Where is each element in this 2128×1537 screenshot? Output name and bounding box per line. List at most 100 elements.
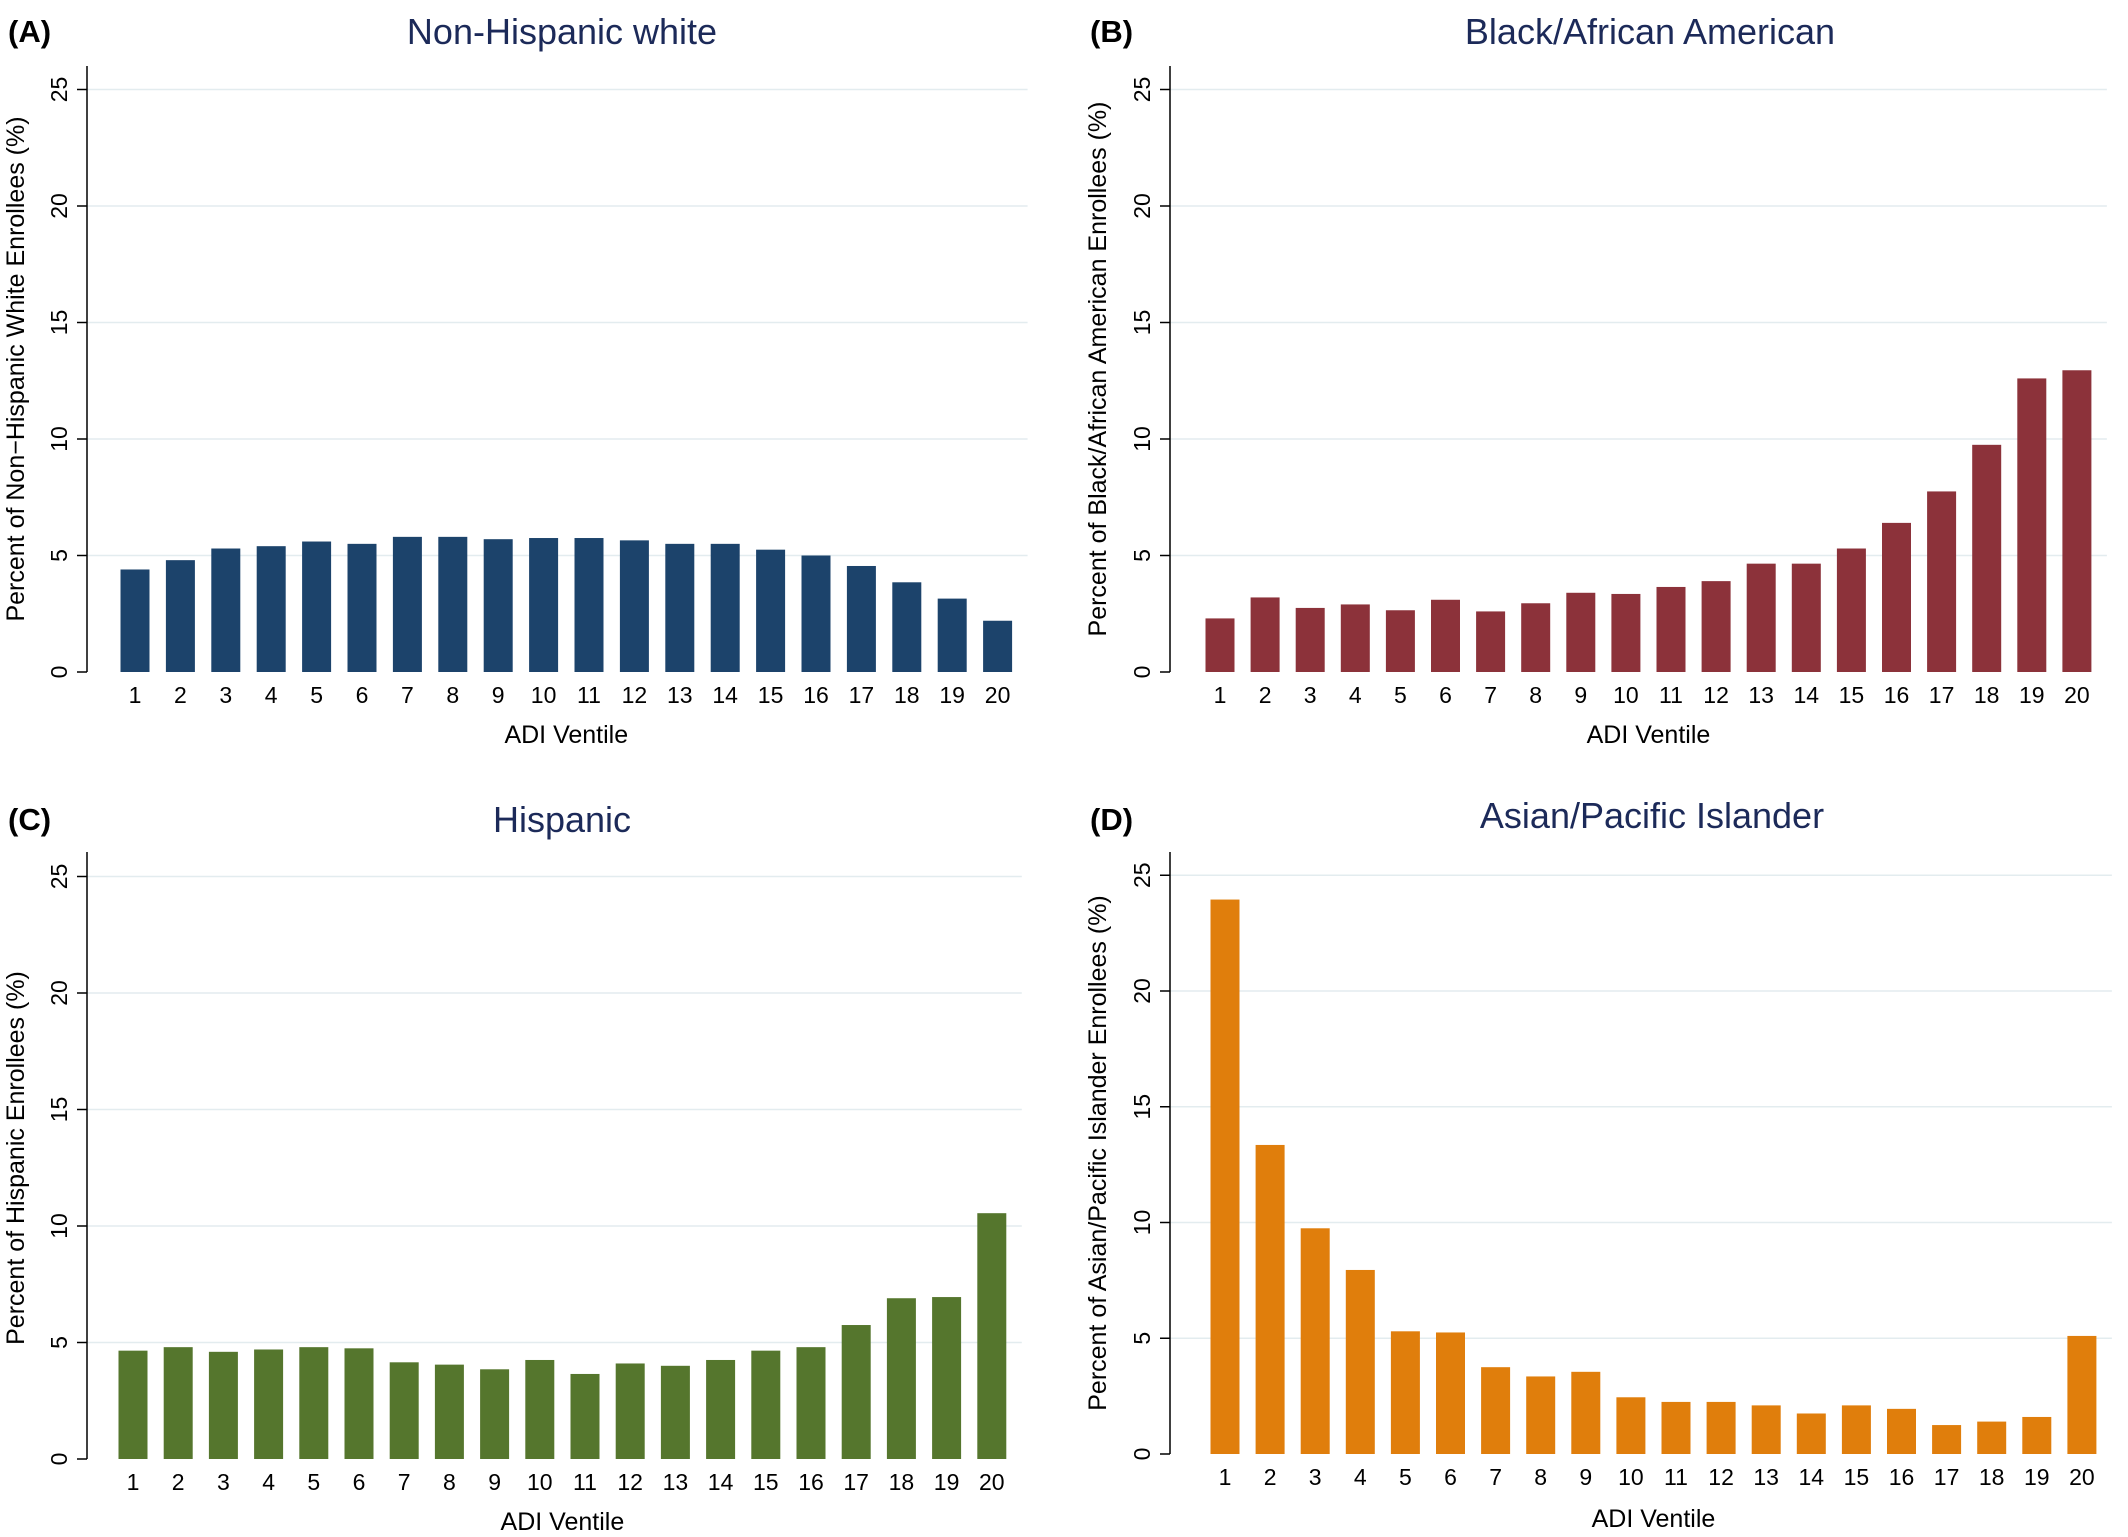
panel-2-bar-2 <box>1250 597 1280 672</box>
panel-2-bar-5 <box>1385 610 1415 672</box>
panel-3-bar-20 <box>977 1213 1007 1459</box>
panel-4-x-tick-label-1: 1 <box>1219 1464 1232 1490</box>
panel-2-x-tick-label-5: 5 <box>1394 682 1407 708</box>
panel-3-bar-9 <box>480 1369 510 1459</box>
panel-4-bar-3 <box>1300 1228 1330 1454</box>
panel-4-x-tick-label-10: 10 <box>1618 1464 1644 1490</box>
panel-3-bar-2 <box>163 1347 193 1459</box>
panel-1-bar-11 <box>574 538 604 672</box>
panel-2-bar-4 <box>1340 604 1370 672</box>
panel-2-bar-12 <box>1701 581 1731 672</box>
panel-1-title: Non-Hispanic white <box>407 11 717 52</box>
panel-2-bar-11 <box>1656 586 1686 672</box>
panel-3-x-tick-label-11: 11 <box>573 1469 597 1495</box>
panel-4-x-tick-label-3: 3 <box>1309 1464 1322 1490</box>
panel-3-x-tick-label-8: 8 <box>443 1469 456 1495</box>
panel-1-x-tick-label-20: 20 <box>985 682 1011 708</box>
panel-1-bar-10 <box>529 538 559 672</box>
panel-3-bar-11 <box>570 1373 600 1459</box>
panel-1-x-tick-label-11: 11 <box>577 682 601 708</box>
panel-1-x-tick-label-15: 15 <box>758 682 784 708</box>
panel-2-x-tick-label-4: 4 <box>1349 682 1362 708</box>
panel-2-x-tick-label-16: 16 <box>1884 682 1910 708</box>
panel-1-bar-6 <box>347 543 377 672</box>
panel-2-y-axis-title: Percent of Black/African American Enroll… <box>1084 102 1112 637</box>
panel-4-x-tick-label-19: 19 <box>2024 1464 2050 1490</box>
panel-1-y-tick-label-2: 10 <box>46 426 72 452</box>
panel-1-bar-5 <box>302 541 332 672</box>
panel-1-x-tick-label-5: 5 <box>310 682 323 708</box>
panel-3-bar-16 <box>796 1347 826 1459</box>
panel-4-x-tick-label-2: 2 <box>1264 1464 1277 1490</box>
panel-4-bar-6 <box>1436 1332 1465 1454</box>
panel-2-x-tick-label-3: 3 <box>1304 682 1317 708</box>
panel-2-x-tick-label-2: 2 <box>1259 682 1272 708</box>
panel-2-bar-9 <box>1566 592 1596 672</box>
panel-3-bar-19 <box>932 1297 962 1459</box>
panel-2-bar-19 <box>2017 378 2047 672</box>
panel-3-y-tick-label-5: 25 <box>46 864 72 890</box>
panel-3-x-tick-label-1: 1 <box>127 1469 140 1495</box>
panel-2-x-tick-label-8: 8 <box>1529 682 1542 708</box>
panel-2-x-tick-label-12: 12 <box>1703 682 1729 708</box>
panel-4-y-tick-label-5: 25 <box>1129 862 1155 888</box>
panel-3-y-axis-title: Percent of Hispanic Enrollees (%) <box>2 971 30 1345</box>
panel-1-bar-17 <box>846 565 876 672</box>
panel-4-y-axis-title: Percent of Asian/Pacific Islander Enroll… <box>1084 895 1112 1411</box>
panel-1-x-tick-label-18: 18 <box>894 682 920 708</box>
panel-3-y-tick-label-4: 20 <box>46 980 72 1006</box>
panel-3-x-axis-title: ADI Ventile <box>501 1508 625 1536</box>
panel-1-bar-4 <box>256 546 286 672</box>
panel-1-bar-18 <box>892 582 922 672</box>
panel-3-bar-15 <box>751 1350 781 1459</box>
panel-2-bar-1 <box>1205 618 1235 672</box>
panel-1-x-tick-label-14: 14 <box>712 682 738 708</box>
panel-4-bar-7 <box>1481 1367 1511 1454</box>
panel-3-x-tick-label-12: 12 <box>617 1469 643 1495</box>
panel-3-x-tick-label-15: 15 <box>753 1469 779 1495</box>
panel-4-bar-18 <box>1977 1421 2007 1454</box>
panel-3-bar-7 <box>389 1362 419 1459</box>
panel-1-x-tick-label-19: 19 <box>939 682 965 708</box>
panel-3-bar-14 <box>706 1359 736 1459</box>
panel-3-y-tick-label-2: 10 <box>46 1213 72 1239</box>
panel-3-bar-6 <box>344 1348 374 1459</box>
panel-3-x-tick-label-6: 6 <box>353 1469 366 1495</box>
panel-4-x-tick-label-11: 11 <box>1664 1464 1688 1490</box>
panel-2-x-tick-label-19: 19 <box>2019 682 2045 708</box>
panel-4-y-tick-label-3: 15 <box>1129 1094 1155 1120</box>
panel-1-x-tick-label-1: 1 <box>129 682 142 708</box>
panel-2-x-tick-label-9: 9 <box>1574 682 1587 708</box>
panel-4-x-axis-title: ADI Ventile <box>1592 1505 1716 1533</box>
panel-2-bar-18 <box>1972 444 2002 672</box>
panel-1-y-tick-label-4: 20 <box>46 193 72 219</box>
panel-4-x-tick-label-8: 8 <box>1534 1464 1547 1490</box>
panel-4-bar-1 <box>1210 899 1240 1454</box>
panel-1-bar-1 <box>120 569 150 672</box>
panel-4-title: Asian/Pacific Islander <box>1480 795 1824 836</box>
panel-1-bar-8 <box>438 536 468 672</box>
panel-3-x-tick-label-4: 4 <box>262 1469 275 1495</box>
panel-1-y-tick-label-0: 0 <box>46 666 72 679</box>
panel-3-bar-8 <box>434 1364 464 1459</box>
panel-2-bar-14 <box>1791 563 1821 672</box>
panel-4-bar-16 <box>1887 1408 1916 1454</box>
panel-4-bar-19 <box>2022 1416 2052 1454</box>
panel-1-x-tick-label-2: 2 <box>174 682 187 708</box>
panel-4-bar-5 <box>1390 1331 1420 1454</box>
panel-2-y-tick-label-4: 20 <box>1129 193 1155 219</box>
panel-1-y-tick-label-3: 15 <box>46 310 72 336</box>
panel-2-y-tick-label-0: 0 <box>1129 666 1155 679</box>
panel-4-x-tick-label-16: 16 <box>1889 1464 1915 1490</box>
panel-2-x-tick-label-13: 13 <box>1748 682 1774 708</box>
panel-3-title: Hispanic <box>493 799 631 840</box>
panel-3-x-tick-label-9: 9 <box>488 1469 501 1495</box>
panel-2-x-tick-label-6: 6 <box>1439 682 1452 708</box>
panel-1-x-tick-label-6: 6 <box>356 682 369 708</box>
panel-2-title: Black/African American <box>1465 11 1835 52</box>
panel-2-bar-13 <box>1746 563 1776 672</box>
panel-2-bar-6 <box>1431 599 1460 672</box>
panel-4-x-tick-label-7: 7 <box>1489 1464 1502 1490</box>
panel-4-bar-15 <box>1841 1405 1871 1454</box>
